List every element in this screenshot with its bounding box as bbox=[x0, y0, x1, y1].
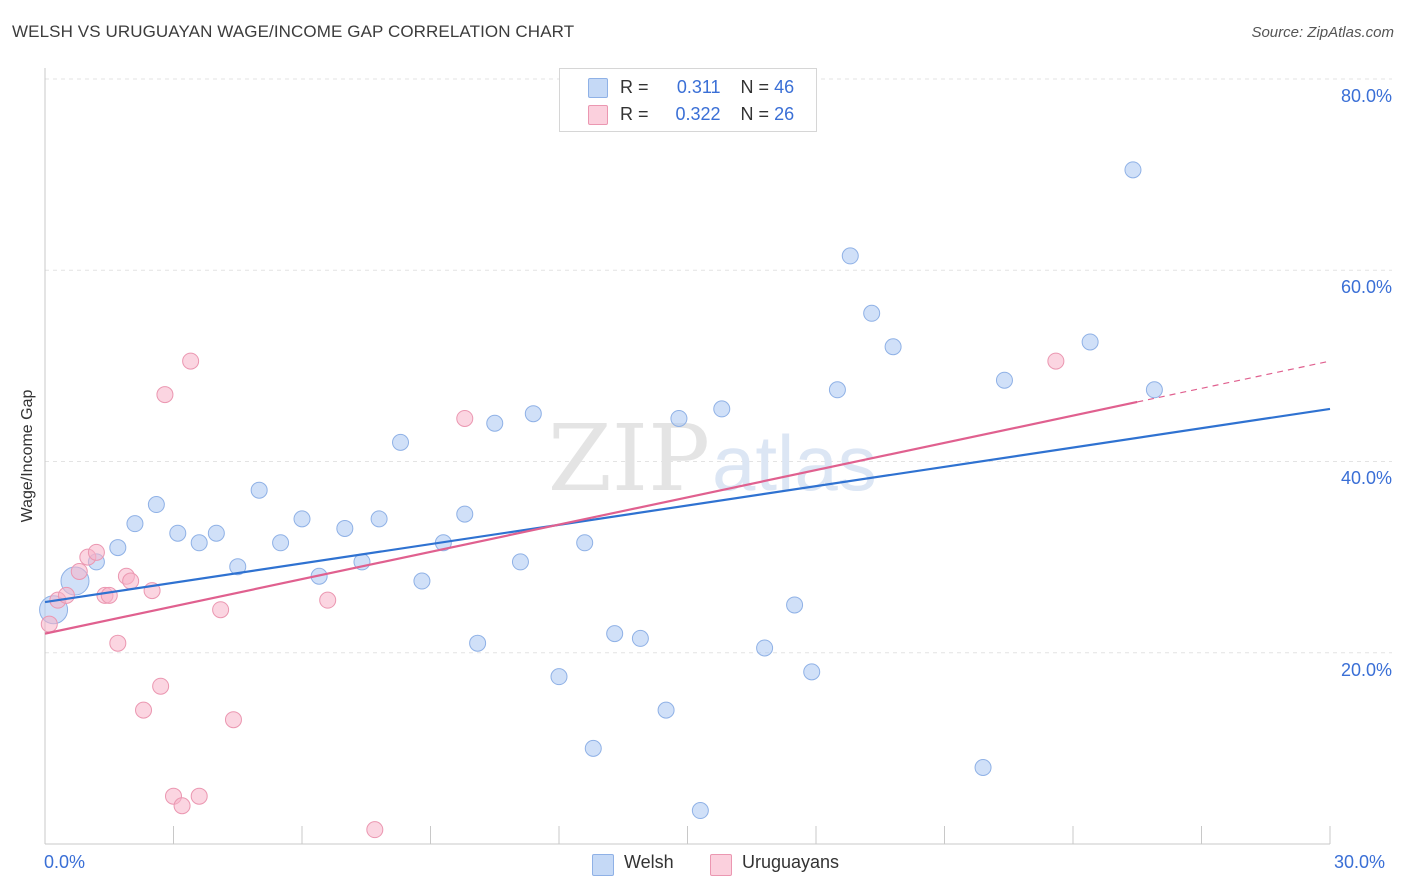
welsh-point bbox=[691, 802, 709, 820]
welsh-point bbox=[272, 534, 290, 552]
uruguayans-point bbox=[122, 572, 140, 590]
welsh-trend-line bbox=[44, 407, 1331, 604]
uruguayans-point bbox=[87, 543, 105, 561]
legend-swatch-welsh bbox=[592, 854, 614, 876]
legend-n-value: 46 bbox=[774, 76, 795, 97]
y-tick-label: 60.0% bbox=[1340, 277, 1392, 297]
legend-label-uruguayans: Uruguayans bbox=[742, 852, 840, 872]
welsh-point bbox=[126, 515, 144, 533]
legend-n-label: N = bbox=[740, 76, 770, 97]
welsh-point bbox=[995, 371, 1013, 389]
welsh-point bbox=[803, 663, 821, 681]
welsh-point bbox=[486, 414, 504, 432]
y-tick-label: 20.0% bbox=[1340, 660, 1392, 680]
x-tick-label: 30.0% bbox=[1334, 852, 1386, 872]
uruguayans-point bbox=[456, 409, 474, 427]
welsh-point bbox=[828, 381, 846, 399]
y-tick-label: 40.0% bbox=[1340, 468, 1392, 488]
welsh-point bbox=[229, 558, 247, 576]
legend-swatch-welsh bbox=[588, 78, 608, 98]
welsh-point bbox=[370, 510, 388, 528]
welsh-point bbox=[1124, 161, 1142, 179]
welsh-point bbox=[974, 759, 992, 776]
welsh-point bbox=[336, 519, 354, 537]
legend-r-label: R = bbox=[620, 103, 649, 124]
uruguayans-point bbox=[135, 701, 153, 719]
legend-r-value: 0.311 bbox=[676, 76, 721, 97]
chart-source: Source: ZipAtlas.com bbox=[1251, 24, 1394, 41]
welsh-point bbox=[413, 572, 431, 590]
welsh-point bbox=[576, 534, 594, 552]
uruguayans-point bbox=[182, 352, 200, 370]
uruguayans-trend-line bbox=[44, 400, 1138, 635]
uruguayans-point bbox=[152, 677, 170, 695]
uruguayans-point bbox=[70, 562, 88, 580]
legend-n-label: N = bbox=[740, 103, 770, 124]
welsh-point bbox=[631, 629, 649, 647]
welsh-point bbox=[606, 625, 624, 643]
y-tick-label: 80.0% bbox=[1340, 86, 1392, 106]
welsh-point bbox=[550, 668, 568, 686]
welsh-point bbox=[207, 524, 225, 542]
welsh-point bbox=[109, 539, 127, 557]
welsh-point bbox=[1145, 381, 1163, 399]
welsh-point bbox=[293, 510, 311, 528]
uruguayans-point bbox=[366, 821, 384, 839]
welsh-point bbox=[786, 596, 804, 614]
uruguayans-point bbox=[156, 386, 174, 404]
welsh-point bbox=[713, 400, 731, 418]
uruguayans-point bbox=[1047, 352, 1065, 370]
welsh-point bbox=[169, 524, 187, 542]
uruguayans-point bbox=[57, 586, 75, 604]
uruguayans-point bbox=[40, 615, 58, 633]
correlation-legend: R = 0.311 N = 46 R = 0.322 N = 26 bbox=[559, 68, 817, 132]
uruguayans-point bbox=[109, 634, 127, 652]
welsh-point bbox=[250, 481, 268, 499]
welsh-point bbox=[147, 496, 165, 514]
uruguayans-point bbox=[224, 711, 242, 729]
legend-swatch-uruguayans bbox=[710, 854, 732, 876]
legend-n-value: 26 bbox=[774, 103, 795, 124]
welsh-point bbox=[190, 534, 208, 552]
welsh-point bbox=[670, 409, 688, 427]
welsh-point bbox=[841, 247, 859, 265]
welsh-point bbox=[863, 304, 881, 322]
uruguayans-point bbox=[212, 601, 230, 619]
uruguayans-trend-extension bbox=[1137, 360, 1331, 403]
welsh-point bbox=[1081, 333, 1099, 351]
uruguayans-point bbox=[173, 797, 191, 815]
welsh-point bbox=[456, 505, 474, 523]
welsh-point bbox=[392, 433, 410, 451]
legend-label-welsh: Welsh bbox=[624, 852, 674, 872]
welsh-point bbox=[657, 701, 675, 719]
welsh-point bbox=[756, 639, 774, 657]
x-tick-label: 0.0% bbox=[44, 852, 86, 872]
uruguayans-point bbox=[100, 586, 118, 604]
welsh-point bbox=[584, 739, 602, 757]
uruguayans-point bbox=[319, 591, 337, 609]
welsh-point bbox=[511, 553, 529, 571]
welsh-point bbox=[524, 405, 542, 423]
legend-r-value: 0.322 bbox=[675, 103, 721, 124]
welsh-point bbox=[469, 634, 487, 652]
legend-r-label: R = bbox=[620, 76, 649, 97]
uruguayans-point bbox=[190, 787, 208, 805]
legend-swatch-uruguayans bbox=[588, 105, 608, 125]
chart-title: WELSH VS URUGUAYAN WAGE/INCOME GAP CORRE… bbox=[12, 22, 575, 41]
welsh-point bbox=[884, 338, 902, 356]
